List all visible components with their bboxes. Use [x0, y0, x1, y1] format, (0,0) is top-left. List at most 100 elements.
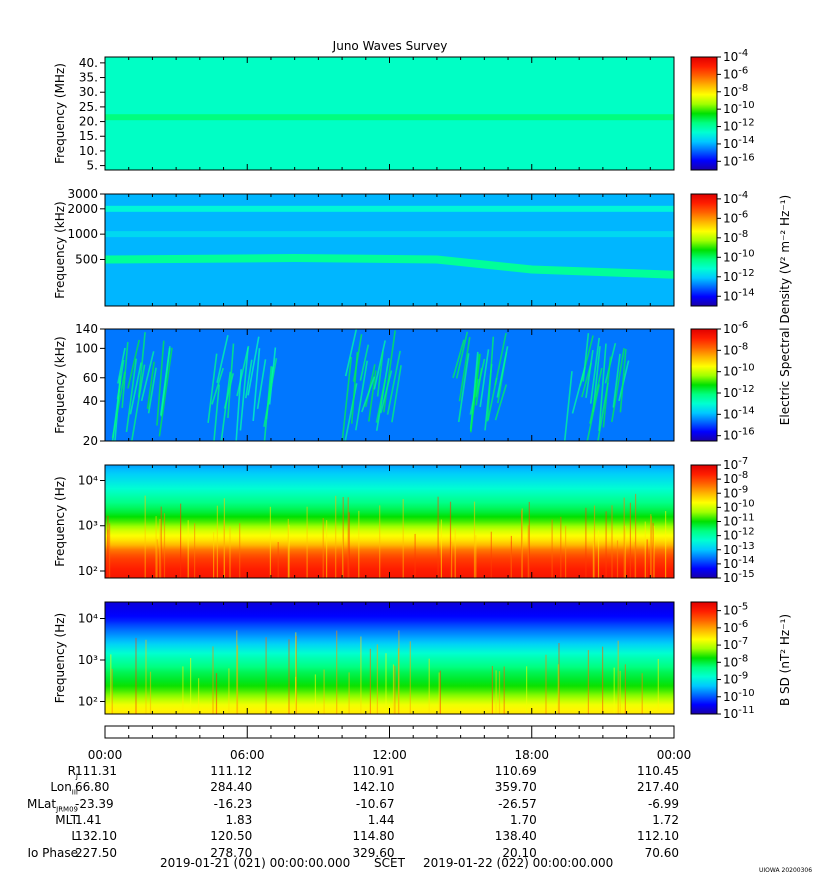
colorbar-scale [690, 601, 718, 715]
ephemeris-value: 120.50 [210, 829, 253, 844]
footer-scet: SCET [374, 856, 405, 870]
burst-emission [213, 384, 220, 441]
burst-emission [376, 351, 384, 397]
burst-emission [344, 329, 358, 377]
colorbar-tick-label: 10-15 [723, 569, 755, 585]
emission-streak [613, 667, 615, 714]
emission-streak [155, 516, 157, 578]
burst-emission [458, 336, 471, 402]
emission-streak [587, 650, 589, 714]
spectrum-background [105, 602, 674, 714]
spectrogram-panel-4: 10⁴ 10³ 10² Frequency (Hz) [53, 464, 675, 579]
burst-emission [364, 364, 376, 408]
emission-band [105, 205, 674, 212]
emission-streak [646, 539, 648, 578]
spectrogram-panels: 5.10.15.20.25.30.35.40. Frequency (MHz) 30… [53, 56, 675, 715]
burst-emission [486, 336, 495, 422]
emission-streak [409, 641, 411, 714]
emission-streak [314, 674, 316, 714]
emission-streak [634, 541, 636, 578]
ephemeris-value: 111.12 [210, 764, 253, 778]
burst-emission [127, 339, 140, 389]
burst-emission [361, 376, 376, 413]
time-axis [104, 725, 675, 739]
ephemeris-value: 142.10 [352, 780, 395, 795]
burst-emission [207, 353, 218, 423]
colorbar-tick-label: 10-4 [723, 190, 748, 206]
ephemeris-value: 114.80 [352, 829, 395, 844]
emission-streak [212, 646, 214, 714]
ephemeris-value: -26.57 [498, 796, 537, 811]
emission-streak [657, 659, 659, 714]
emission-streak [473, 501, 476, 578]
ephemeris-value: 1.72 [652, 812, 679, 827]
colorbar-tick-label: 10-14 [723, 405, 755, 421]
burst-emission [368, 370, 377, 422]
colorbar-tick-label: 10-12 [723, 384, 755, 400]
burst-emission [589, 367, 603, 424]
burst-emission [147, 367, 157, 414]
emission-streak [475, 535, 477, 578]
burst-emission [121, 342, 129, 408]
emission-streak [490, 531, 492, 578]
emission-streak [617, 640, 619, 714]
emission-streak [611, 505, 613, 578]
burst-emission [571, 366, 586, 414]
y-tick-label: 10² [78, 695, 98, 709]
emission-streak [306, 506, 308, 578]
burst-emission [611, 347, 625, 423]
burst-emission [586, 384, 600, 441]
emission-streak [322, 518, 324, 578]
colorbar-tick-label: 10-5 [723, 602, 748, 618]
emission-streak [528, 501, 530, 578]
footer-end-time: 2019-01-22 (022) 00:00:00.000 [423, 856, 614, 870]
burst-emission [457, 353, 470, 423]
emission-streak [109, 523, 111, 578]
emission-streak [358, 510, 360, 578]
burst-emission [452, 339, 465, 379]
burst-emission [252, 348, 261, 421]
colorbar-tick-label: 10-8 [723, 341, 748, 357]
colorbar-tick-label: 10-6 [723, 209, 748, 225]
spectrum-background [105, 194, 674, 306]
emission-streak [376, 644, 378, 714]
emission-streak [336, 630, 338, 714]
burst-emission [239, 347, 249, 431]
y-tick-label: 140 [75, 322, 98, 336]
emission-streak [451, 542, 453, 578]
emission-streak [565, 525, 567, 578]
emission-streak [198, 678, 200, 714]
ephemeris-value: -16.23 [213, 796, 253, 811]
colorbar-tick-label: 10-14 [723, 135, 755, 151]
colorbar-2: 10-4 10-6 10-8 10-10 10-12 10-14 [690, 190, 755, 307]
burst-emission [245, 359, 253, 399]
emission-streak [342, 497, 344, 578]
colorbar-tick-label: 10-6 [723, 320, 748, 336]
colorbar-tick-label: 10-14 [723, 287, 755, 303]
emission-streak [545, 654, 547, 714]
ephemeris-value: 329.60 [352, 845, 395, 860]
ephemeris-value: 111.31 [75, 764, 117, 778]
emission-streak [239, 523, 241, 578]
ephemeris-value: 110.69 [494, 764, 537, 778]
y-tick-label: 10² [78, 564, 98, 578]
ephemeris-row-label: MLT [55, 812, 78, 827]
ephemeris-value: 1.83 [225, 812, 253, 827]
emission-streak [159, 519, 161, 578]
emission-streak [236, 630, 238, 714]
y-tick-label: 60 [83, 371, 98, 385]
emission-streak [398, 630, 400, 714]
emission-streak [144, 495, 146, 578]
ephemeris-value: -23.39 [75, 796, 114, 811]
emission-streak [347, 497, 349, 578]
burst-emission [129, 362, 142, 415]
colorbar-tick-label: 10-8 [723, 229, 748, 245]
spectrogram-panel-5: 10⁴ 10³ 10² Frequency (Hz) [53, 601, 675, 715]
ephemeris-value: 284.40 [210, 780, 253, 795]
time-label: 18:00 [514, 748, 550, 762]
emission-streak [402, 499, 404, 578]
colorbar-tick-label: 10-9 [723, 671, 748, 687]
ephemeris-row-label: MLatJRM09 [27, 796, 78, 813]
emission-streak [223, 519, 225, 578]
ephemeris-value: 110.45 [637, 764, 679, 778]
